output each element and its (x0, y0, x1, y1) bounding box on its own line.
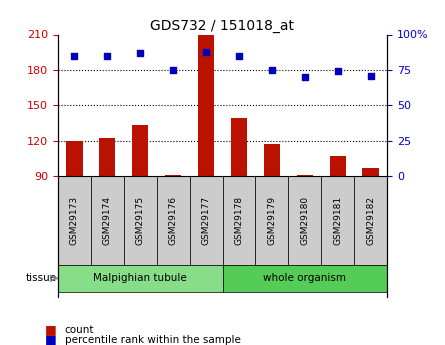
Text: GSM29180: GSM29180 (300, 196, 309, 245)
Bar (362, 168, 379, 176)
Bar (124, 176, 157, 265)
Text: percentile rank within the sample: percentile rank within the sample (65, 335, 240, 345)
Text: ■: ■ (44, 333, 56, 345)
Text: Malpighian tubule: Malpighian tubule (93, 273, 187, 283)
Point (137, 50, 144, 56)
Bar (198, 34, 214, 176)
Text: count: count (65, 325, 94, 335)
Text: GSM29175: GSM29175 (136, 196, 145, 245)
Text: GSM29176: GSM29176 (169, 196, 178, 245)
Bar (231, 118, 247, 176)
Bar (222, 265, 387, 292)
Bar (157, 176, 190, 265)
Bar (99, 138, 116, 176)
Bar (190, 176, 222, 265)
Text: whole organism: whole organism (263, 273, 346, 283)
Text: GSM29173: GSM29173 (70, 196, 79, 245)
Text: GSM29174: GSM29174 (103, 196, 112, 245)
Bar (165, 175, 182, 176)
Bar (58, 176, 91, 265)
Bar (132, 126, 149, 176)
Bar (58, 265, 222, 292)
Bar (222, 176, 255, 265)
Point (235, 53, 243, 59)
Text: GSM29182: GSM29182 (366, 196, 375, 245)
Text: tissue: tissue (26, 273, 57, 283)
Title: GDS732 / 151018_at: GDS732 / 151018_at (150, 19, 295, 33)
Bar (255, 176, 288, 265)
Text: ■: ■ (44, 323, 56, 336)
Point (202, 49, 210, 54)
Text: GSM29179: GSM29179 (267, 196, 276, 245)
Text: GSM29177: GSM29177 (202, 196, 210, 245)
Point (268, 67, 275, 73)
Bar (330, 156, 346, 176)
Bar (288, 176, 321, 265)
Text: GSM29181: GSM29181 (333, 196, 342, 245)
Point (104, 53, 111, 59)
Point (170, 67, 177, 73)
Text: GSM29178: GSM29178 (235, 196, 243, 245)
Point (367, 73, 374, 78)
Bar (91, 176, 124, 265)
Bar (66, 141, 83, 176)
Point (71, 53, 78, 59)
Bar (296, 175, 313, 176)
Bar (264, 144, 280, 176)
Bar (321, 176, 354, 265)
Bar (354, 176, 387, 265)
Point (334, 69, 341, 74)
Point (301, 74, 308, 80)
